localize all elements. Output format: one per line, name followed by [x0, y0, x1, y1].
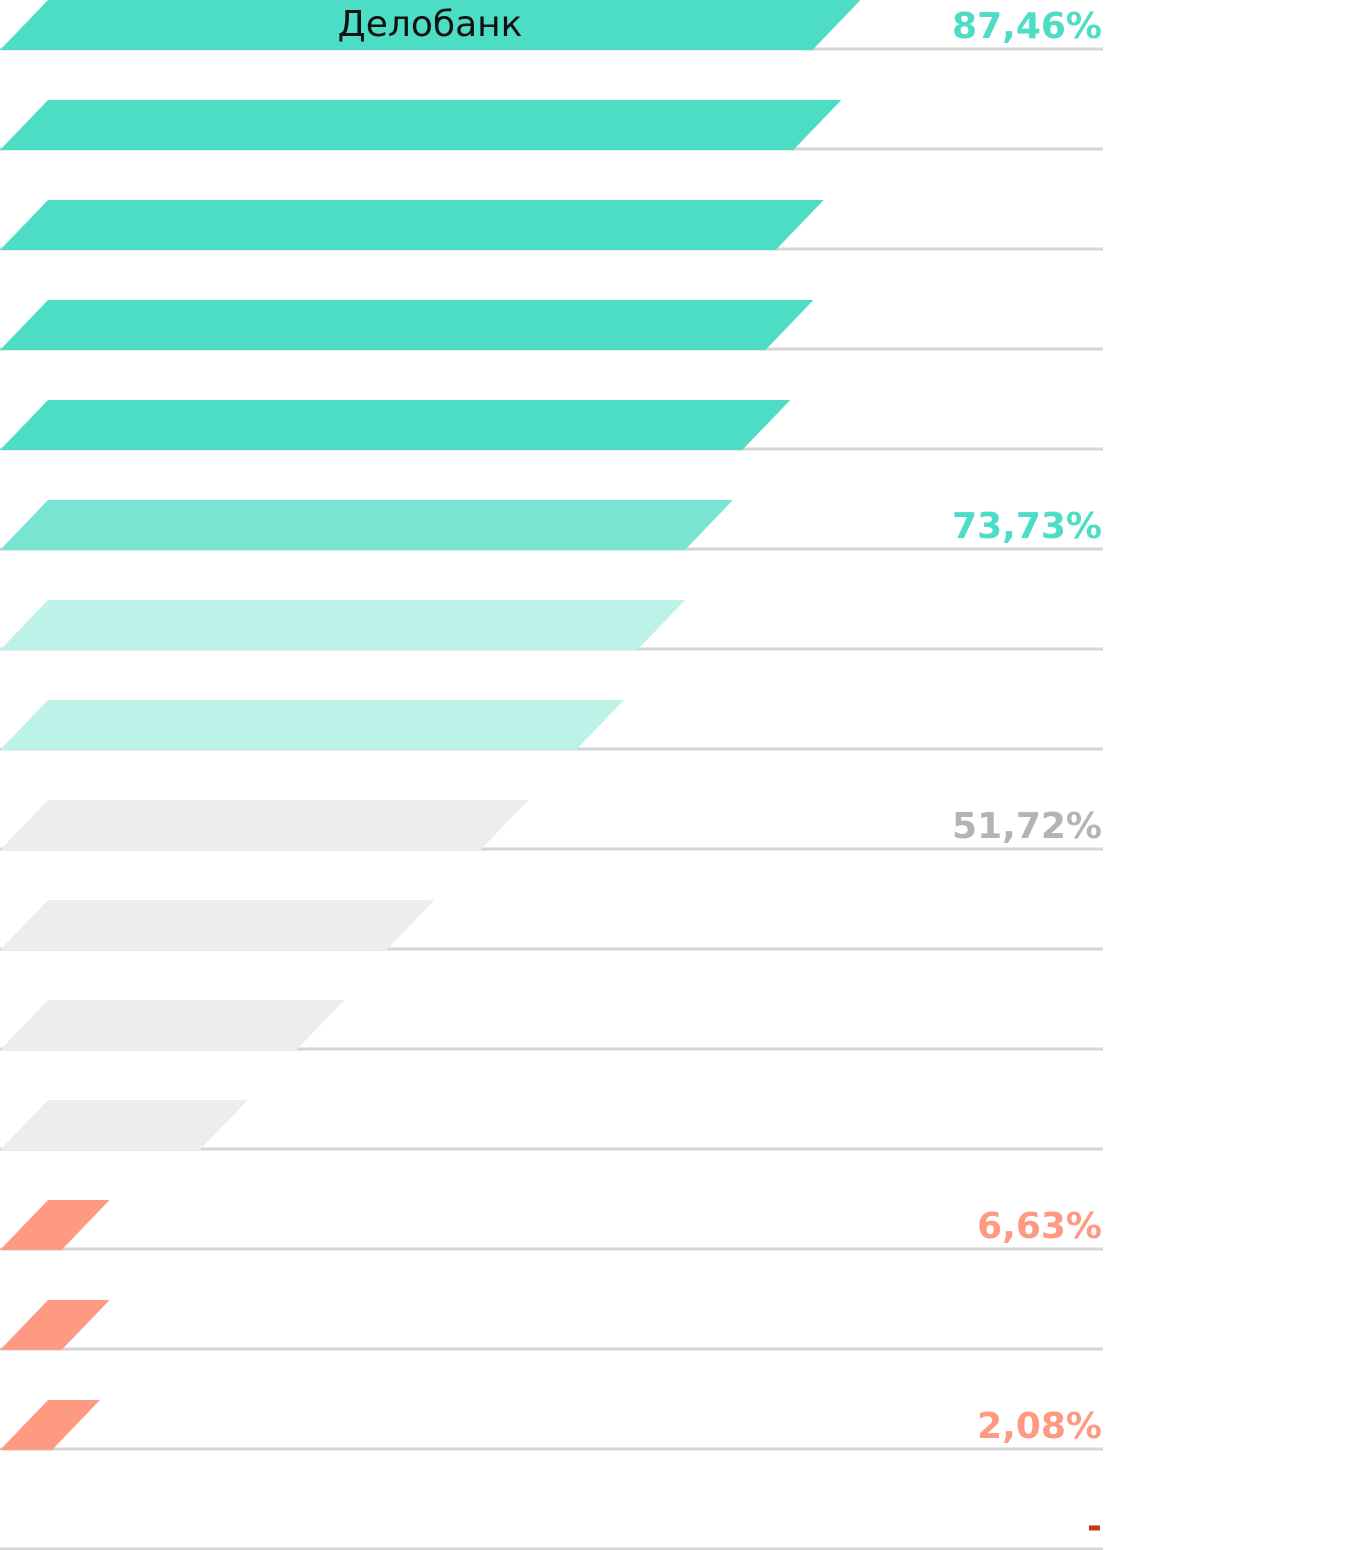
bar-11 [0, 1000, 345, 1050]
bar-7 [0, 600, 686, 650]
bar-13 [0, 1200, 110, 1250]
data-label-1: 87,46% [952, 6, 1102, 47]
bar-10 [0, 900, 435, 950]
bar-3 [0, 200, 824, 250]
data-label-16: - [1087, 1506, 1102, 1547]
bar-5 [0, 400, 791, 450]
bar-15 [0, 1400, 100, 1450]
data-label-15: 2,08% [977, 1406, 1102, 1447]
bar-1 [0, 0, 861, 50]
data-label-6: 73,73% [952, 506, 1102, 547]
bar-4 [0, 300, 814, 350]
bar-9 [0, 800, 529, 850]
data-label-9: 51,72% [952, 806, 1102, 847]
bar-6 [0, 500, 733, 550]
bar-12 [0, 1100, 248, 1150]
data-label-13: 6,63% [977, 1206, 1102, 1247]
bar-14 [0, 1300, 110, 1350]
bar-8 [0, 700, 624, 750]
bar-2 [0, 100, 842, 150]
